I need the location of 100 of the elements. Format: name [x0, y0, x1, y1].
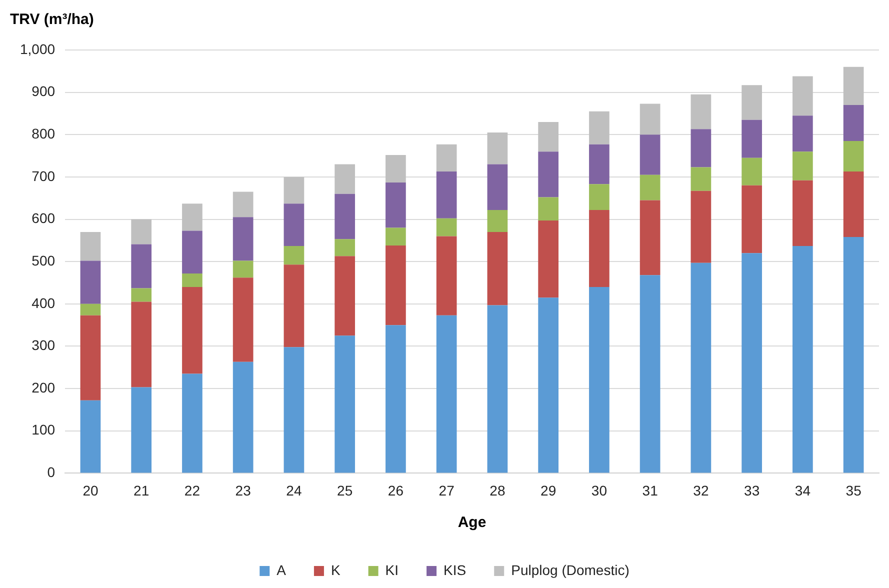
x-tick-label: 23	[235, 482, 252, 498]
bar	[742, 253, 762, 473]
bar	[80, 304, 101, 316]
bar	[538, 122, 558, 152]
x-tick-label: 24	[286, 482, 302, 498]
bar	[589, 184, 610, 210]
bar	[843, 171, 864, 238]
bar	[334, 239, 356, 256]
bar	[742, 185, 762, 254]
x-tick-label: 33	[744, 482, 760, 498]
bar	[589, 286, 610, 473]
bar	[334, 164, 356, 194]
bar	[284, 176, 304, 204]
bar	[436, 315, 457, 473]
y-tick-label: 600	[32, 210, 56, 226]
bar	[284, 246, 304, 265]
bar	[386, 246, 406, 326]
bar	[690, 262, 712, 473]
x-axis-title: Age	[458, 514, 486, 532]
bar	[589, 111, 610, 144]
bar	[232, 192, 254, 218]
x-tick-label: 22	[184, 482, 200, 498]
x-tick-label: 28	[490, 482, 506, 498]
bar	[131, 219, 152, 244]
bar	[232, 260, 254, 278]
y-axis-title: TRV (m³/ha)	[10, 11, 94, 28]
x-tick-label: 26	[388, 482, 404, 498]
bar	[843, 237, 864, 473]
bar	[487, 210, 508, 232]
bar	[792, 152, 813, 180]
x-tick-label: 29	[540, 482, 556, 498]
bar	[640, 174, 660, 200]
bar	[284, 204, 304, 246]
legend-label: K	[330, 562, 341, 578]
bar	[538, 197, 558, 221]
bar	[843, 66, 864, 106]
bar	[386, 154, 406, 182]
bar	[182, 286, 202, 374]
bar	[182, 273, 202, 287]
y-tick-label: 1,000	[20, 40, 56, 57]
bar	[792, 180, 813, 246]
bar	[792, 76, 813, 116]
bar	[589, 144, 610, 184]
x-tick-label: 34	[794, 482, 811, 498]
bar	[690, 190, 712, 263]
bar	[487, 305, 508, 473]
legend-label: KIS	[444, 562, 466, 578]
bar	[334, 194, 356, 240]
bar	[386, 228, 406, 246]
bar	[436, 144, 457, 172]
bar	[80, 260, 101, 304]
y-tick-label: 100	[32, 422, 56, 438]
bar	[80, 400, 101, 473]
legend-label: A	[276, 562, 287, 578]
bar	[792, 116, 813, 152]
x-tick-label: 27	[438, 482, 455, 498]
bar	[690, 129, 712, 168]
bar	[284, 347, 304, 473]
bar	[232, 217, 254, 261]
bar	[742, 85, 762, 120]
x-tick-label: 31	[642, 482, 658, 498]
bar	[487, 164, 508, 210]
y-tick-label: 800	[32, 126, 56, 142]
y-tick-label: 400	[32, 294, 56, 311]
bar	[386, 325, 406, 473]
bar	[182, 230, 202, 274]
bar	[538, 298, 558, 473]
x-tick-label: 25	[337, 482, 353, 498]
bar	[487, 132, 508, 164]
y-tick-label: 900	[32, 83, 56, 100]
bar	[538, 220, 558, 298]
y-tick-label: 200	[32, 379, 56, 396]
y-tick-label: 700	[32, 168, 56, 184]
x-tick-label: 30	[591, 482, 608, 498]
bar	[386, 182, 406, 228]
bar	[742, 120, 762, 158]
x-tick-label: 35	[846, 482, 862, 498]
bar	[436, 236, 457, 316]
bar	[80, 315, 101, 400]
legend-label: Pulplog (Domestic)	[511, 562, 630, 578]
y-tick-label: 0	[47, 464, 56, 480]
y-tick-label: 300	[32, 337, 56, 354]
legend-label: KI	[385, 562, 399, 578]
bar	[538, 152, 558, 198]
y-tick-label: 500	[32, 252, 56, 268]
bar	[640, 104, 660, 135]
bar	[232, 278, 254, 362]
bar	[436, 218, 457, 236]
x-tick-label: 20	[82, 482, 98, 498]
bar	[182, 374, 202, 473]
bar	[640, 200, 660, 276]
bar	[131, 302, 152, 388]
bar	[843, 105, 864, 141]
bar	[131, 288, 152, 302]
bar	[640, 134, 660, 175]
bar	[131, 244, 152, 288]
bar	[232, 362, 254, 473]
bar	[436, 171, 457, 218]
bar	[792, 246, 813, 473]
bar	[131, 387, 152, 473]
